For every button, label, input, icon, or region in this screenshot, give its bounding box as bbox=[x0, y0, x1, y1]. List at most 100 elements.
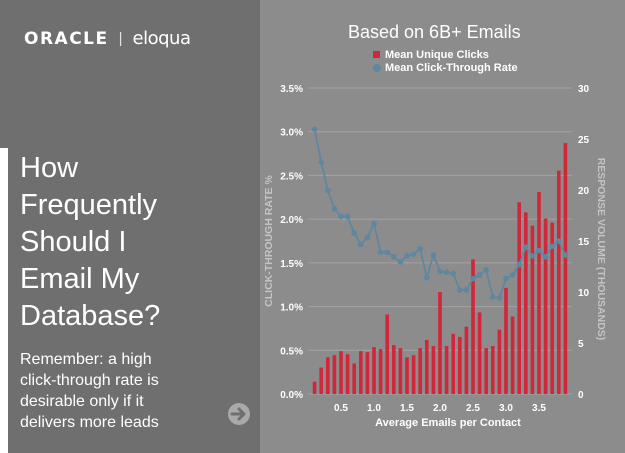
ctr-point bbox=[562, 252, 569, 258]
legend-label-ctr: Mean Click-Through Rate bbox=[385, 61, 518, 74]
y-tick-label-left: 2.5% bbox=[280, 171, 303, 182]
bar bbox=[444, 346, 449, 394]
bar bbox=[339, 351, 343, 394]
bar bbox=[372, 347, 376, 394]
ctr-point bbox=[391, 253, 397, 260]
bar bbox=[530, 225, 535, 394]
x-tick-label: 3.5 bbox=[532, 403, 546, 414]
y-tick-label-right: 10 bbox=[578, 288, 590, 299]
y-axis-label-left: CLICK-THROUGH RATE % bbox=[263, 175, 275, 307]
bar bbox=[537, 192, 541, 394]
bar bbox=[319, 367, 324, 394]
ctr-point bbox=[437, 268, 443, 275]
bar bbox=[438, 292, 442, 394]
headline-line: How bbox=[20, 152, 79, 184]
bar bbox=[398, 348, 403, 394]
bar bbox=[405, 357, 409, 394]
bar bbox=[352, 363, 357, 394]
y-tick-label-left: 3.5% bbox=[280, 84, 303, 95]
ctr-point bbox=[496, 295, 503, 301]
ctr-point bbox=[516, 261, 522, 268]
headline-line: Database? bbox=[20, 300, 161, 332]
ctr-point bbox=[358, 241, 364, 248]
bar bbox=[411, 355, 416, 394]
ctr-point bbox=[483, 267, 489, 273]
bar bbox=[457, 336, 462, 394]
y-tick-label-right: 15 bbox=[578, 237, 590, 248]
legend-item-clicks: Mean Unique Clicks bbox=[373, 48, 518, 61]
y-tick-label-left: 0.5% bbox=[280, 346, 303, 357]
ctr-point bbox=[523, 244, 529, 250]
headline-line: Frequently bbox=[20, 189, 158, 221]
bar bbox=[325, 357, 330, 394]
bar bbox=[556, 170, 561, 394]
bar bbox=[543, 218, 548, 394]
oracle-logo: ORACLE bbox=[24, 28, 109, 49]
brand-logo: ORACLE | eloqua bbox=[24, 28, 191, 49]
ctr-point bbox=[549, 243, 555, 250]
subtext: Remember: a high click-through rate is d… bbox=[20, 349, 255, 433]
ctr-point bbox=[384, 249, 390, 256]
x-axis-label: Average Emails per Contact bbox=[375, 417, 521, 429]
chart-area: Based on 6B+ Emails Mean Unique Clicks M… bbox=[260, 0, 625, 453]
left-panel: ORACLE | eloqua How Frequently Should I … bbox=[0, 0, 260, 453]
bar bbox=[550, 222, 555, 394]
bar bbox=[378, 349, 383, 394]
bar bbox=[365, 352, 370, 394]
ctr-point bbox=[417, 246, 423, 252]
bar bbox=[484, 348, 489, 394]
ctr-point bbox=[536, 247, 542, 254]
ctr-point bbox=[509, 272, 516, 278]
ctr-point bbox=[450, 270, 456, 277]
ctr-point bbox=[338, 213, 344, 220]
ctr-point bbox=[490, 294, 496, 300]
ctr-point bbox=[311, 126, 318, 132]
chart-title: Based on 6B+ Emails bbox=[348, 22, 521, 42]
y-tick-label-right: 5 bbox=[578, 339, 584, 350]
headline-line: Should I bbox=[20, 226, 127, 258]
ctr-point bbox=[331, 205, 338, 212]
ctr-point bbox=[397, 259, 404, 265]
logo-separator: | bbox=[118, 30, 123, 47]
chart-plot: 0.0% 0.5% 1.0% 1.5% 2.0% 2.5% 3.0% 3.5% 0 5 10 15 20… bbox=[263, 84, 607, 429]
legend-item-ctr: Mean Click-Through Rate bbox=[373, 61, 518, 74]
ctr-point bbox=[430, 252, 437, 258]
x-tick-label: 2.0 bbox=[433, 403, 447, 414]
ctr-point bbox=[371, 220, 377, 227]
bar bbox=[358, 351, 363, 394]
ctr-point bbox=[377, 249, 384, 256]
bar bbox=[345, 354, 350, 394]
chart-legend: Mean Unique Clicks Mean Click-Through Ra… bbox=[373, 48, 518, 74]
bar bbox=[451, 333, 456, 394]
ctr-point bbox=[318, 159, 324, 166]
y-tick-label-left: 1.0% bbox=[280, 303, 303, 314]
accent-bar bbox=[0, 148, 8, 453]
bar bbox=[517, 202, 522, 394]
x-tick-label: 0.5 bbox=[334, 403, 348, 414]
x-tick-label: 1.0 bbox=[367, 403, 381, 414]
bar bbox=[424, 339, 429, 394]
subtext-line: delivers more leads bbox=[20, 414, 159, 431]
bar bbox=[504, 287, 508, 394]
eloqua-logo: eloqua bbox=[132, 28, 191, 49]
bar bbox=[431, 346, 436, 394]
y-tick-label-left: 1.5% bbox=[280, 259, 303, 270]
bar bbox=[563, 143, 568, 394]
ctr-point bbox=[344, 213, 351, 220]
subtext-line: Remember: a high bbox=[20, 351, 152, 368]
y-tick-label-left: 2.0% bbox=[280, 215, 303, 226]
y-tick-label-right: 25 bbox=[578, 135, 590, 146]
y-axis-label-right: RESPONSE VOLUME (THOUSANDS) bbox=[595, 158, 607, 341]
legend-label-clicks: Mean Unique Clicks bbox=[385, 48, 489, 61]
x-tick-label: 2.5 bbox=[466, 403, 480, 414]
y-tick-label-right: 30 bbox=[578, 84, 590, 95]
ctr-point bbox=[470, 275, 476, 282]
bar bbox=[385, 314, 390, 394]
y-tick-label-right: 0 bbox=[578, 390, 584, 401]
ctr-point bbox=[476, 272, 483, 278]
bar bbox=[477, 312, 482, 394]
ctr-point bbox=[463, 287, 470, 293]
arrow-right-circle-icon[interactable] bbox=[227, 402, 251, 426]
bar bbox=[332, 355, 337, 394]
headline: How Frequently Should I Email My Databas… bbox=[20, 150, 255, 335]
